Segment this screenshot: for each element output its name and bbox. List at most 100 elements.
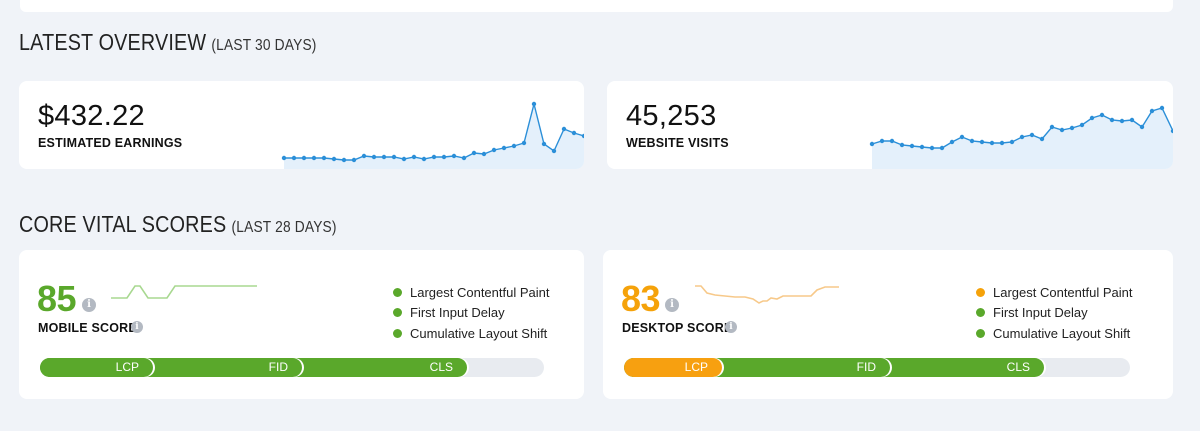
earnings-sparkline-point <box>301 155 307 161</box>
visits-sparkline-point <box>949 139 955 145</box>
legend-label: Cumulative Layout Shift <box>410 325 548 341</box>
visits-sparkline-point <box>1119 118 1125 124</box>
visits-sparkline-point <box>909 143 915 149</box>
visits-sparkline-point <box>989 140 995 146</box>
mobile-score-card[interactable]: 85 i MOBILE SCORE i Largest Contentful P… <box>19 250 584 399</box>
vitals-subtitle: (LAST 28 DAYS) <box>231 219 337 236</box>
visits-sparkline-point <box>1079 122 1085 128</box>
mobile-vitals-bar: CLS FID LCP <box>40 358 544 377</box>
earnings-sparkline-point <box>281 155 287 161</box>
earnings-sparkline-point <box>481 151 487 157</box>
visits-sparkline-point <box>1089 115 1095 121</box>
earnings-sparkline-point <box>551 148 557 154</box>
mobile-score-info-icon[interactable]: i <box>82 298 96 312</box>
visits-sparkline-point <box>1159 105 1165 111</box>
earnings-sparkline-point <box>451 153 457 159</box>
visits-sparkline-point <box>1170 128 1173 134</box>
earnings-sparkline-point <box>311 155 317 161</box>
legend-label: Cumulative Layout Shift <box>993 325 1131 341</box>
earnings-sparkline-point <box>491 147 497 153</box>
earnings-sparkline-point <box>571 130 577 136</box>
mobile-bar-lcp[interactable]: LCP <box>40 358 153 377</box>
visits-sparkline <box>869 105 1173 169</box>
desktop-legend-fid: First Input Delay <box>976 303 1132 324</box>
vitals-title-text: CORE VITAL SCORES <box>19 211 227 237</box>
vitals-title: CORE VITAL SCORES (LAST 28 DAYS) <box>19 211 337 238</box>
desktop-score-card[interactable]: 83 i DESKTOP SCORE i Largest Contentful … <box>603 250 1173 399</box>
mobile-score-trend <box>111 285 257 299</box>
visits-sparkline-point <box>899 142 905 148</box>
earnings-sparkline-point <box>361 153 367 159</box>
status-dot-icon <box>393 308 402 318</box>
earnings-sparkline-point <box>461 155 467 161</box>
bar-label: LCP <box>684 360 708 374</box>
visits-card[interactable]: 45,253 WEBSITE VISITS <box>607 81 1173 169</box>
desktop-legend-cls: Cumulative Layout Shift <box>976 323 1132 344</box>
desktop-bar-lcp[interactable]: LCP <box>624 358 722 377</box>
mobile-legend-fid: First Input Delay <box>393 303 549 324</box>
visits-sparkline-point <box>1019 134 1025 140</box>
overview-title-text: LATEST OVERVIEW <box>19 29 207 55</box>
desktop-vitals-bar: CLS FID LCP <box>624 358 1130 377</box>
earnings-sparkline-point <box>351 157 357 163</box>
overview-subtitle: (LAST 30 DAYS) <box>211 37 317 54</box>
visits-sparkline-point <box>889 138 895 144</box>
desktop-score-trend <box>695 285 839 304</box>
mobile-score-trend-line <box>111 285 257 299</box>
desktop-score-trend-line <box>695 285 839 304</box>
visits-sparkline-point <box>1139 124 1145 130</box>
bar-label: CLS <box>1006 360 1030 374</box>
earnings-sparkline-point <box>431 154 437 160</box>
earnings-label: ESTIMATED EARNINGS <box>38 136 183 150</box>
legend-label: Largest Contentful Paint <box>410 284 550 300</box>
earnings-sparkline-point <box>511 143 517 149</box>
earnings-sparkline-point <box>331 156 337 162</box>
mobile-legend-lcp: Largest Contentful Paint <box>393 282 549 303</box>
visits-sparkline-point <box>1099 112 1105 118</box>
visits-sparkline-point <box>999 140 1005 146</box>
legend-label: First Input Delay <box>410 305 505 321</box>
mobile-label-info-icon[interactable]: i <box>131 321 143 333</box>
mobile-legend-cls: Cumulative Layout Shift <box>393 323 549 344</box>
status-dot-icon <box>393 287 402 297</box>
visits-label: WEBSITE VISITS <box>626 136 729 150</box>
visits-sparkline-point <box>1149 108 1155 114</box>
earnings-card[interactable]: $432.22 ESTIMATED EARNINGS <box>19 81 584 169</box>
visits-sparkline-point <box>939 145 945 151</box>
visits-sparkline-point <box>1069 125 1075 131</box>
visits-sparkline-point <box>1129 117 1135 123</box>
visits-sparkline-point <box>869 141 875 147</box>
overview-title: LATEST OVERVIEW (LAST 30 DAYS) <box>19 29 317 56</box>
status-dot-icon <box>976 287 985 297</box>
desktop-score-label: DESKTOP SCORE <box>622 321 733 335</box>
mobile-legend: Largest Contentful Paint First Input Del… <box>393 282 549 344</box>
visits-sparkline-point <box>919 144 925 150</box>
earnings-sparkline-point <box>381 154 387 160</box>
earnings-sparkline-point <box>541 141 547 147</box>
visits-sparkline-point <box>979 139 985 145</box>
earnings-sparkline-point <box>391 154 397 160</box>
earnings-sparkline-point <box>411 154 417 160</box>
desktop-legend-lcp: Largest Contentful Paint <box>976 282 1132 303</box>
visits-sparkline-point <box>1049 124 1055 130</box>
earnings-sparkline-point <box>441 154 447 160</box>
visits-value: 45,253 <box>626 100 717 132</box>
earnings-sparkline-point <box>561 126 567 132</box>
bar-label: FID <box>856 360 876 374</box>
visits-sparkline-point <box>1059 127 1065 133</box>
bar-label: CLS <box>429 360 453 374</box>
visits-sparkline-point <box>1009 139 1015 145</box>
earnings-sparkline-point <box>531 101 537 107</box>
bar-label: LCP <box>115 360 139 374</box>
desktop-label-info-icon[interactable]: i <box>725 321 737 333</box>
desktop-score-info-icon[interactable]: i <box>665 298 679 312</box>
status-dot-icon <box>976 328 985 338</box>
earnings-sparkline-point <box>521 140 527 146</box>
status-dot-icon <box>393 328 402 338</box>
visits-sparkline-point <box>1039 136 1045 142</box>
earnings-sparkline-point <box>401 156 407 162</box>
earnings-sparkline-point <box>421 156 427 162</box>
mobile-score-value: 85 <box>37 278 77 319</box>
earnings-sparkline-area <box>284 104 584 169</box>
visits-sparkline-point <box>929 145 935 151</box>
